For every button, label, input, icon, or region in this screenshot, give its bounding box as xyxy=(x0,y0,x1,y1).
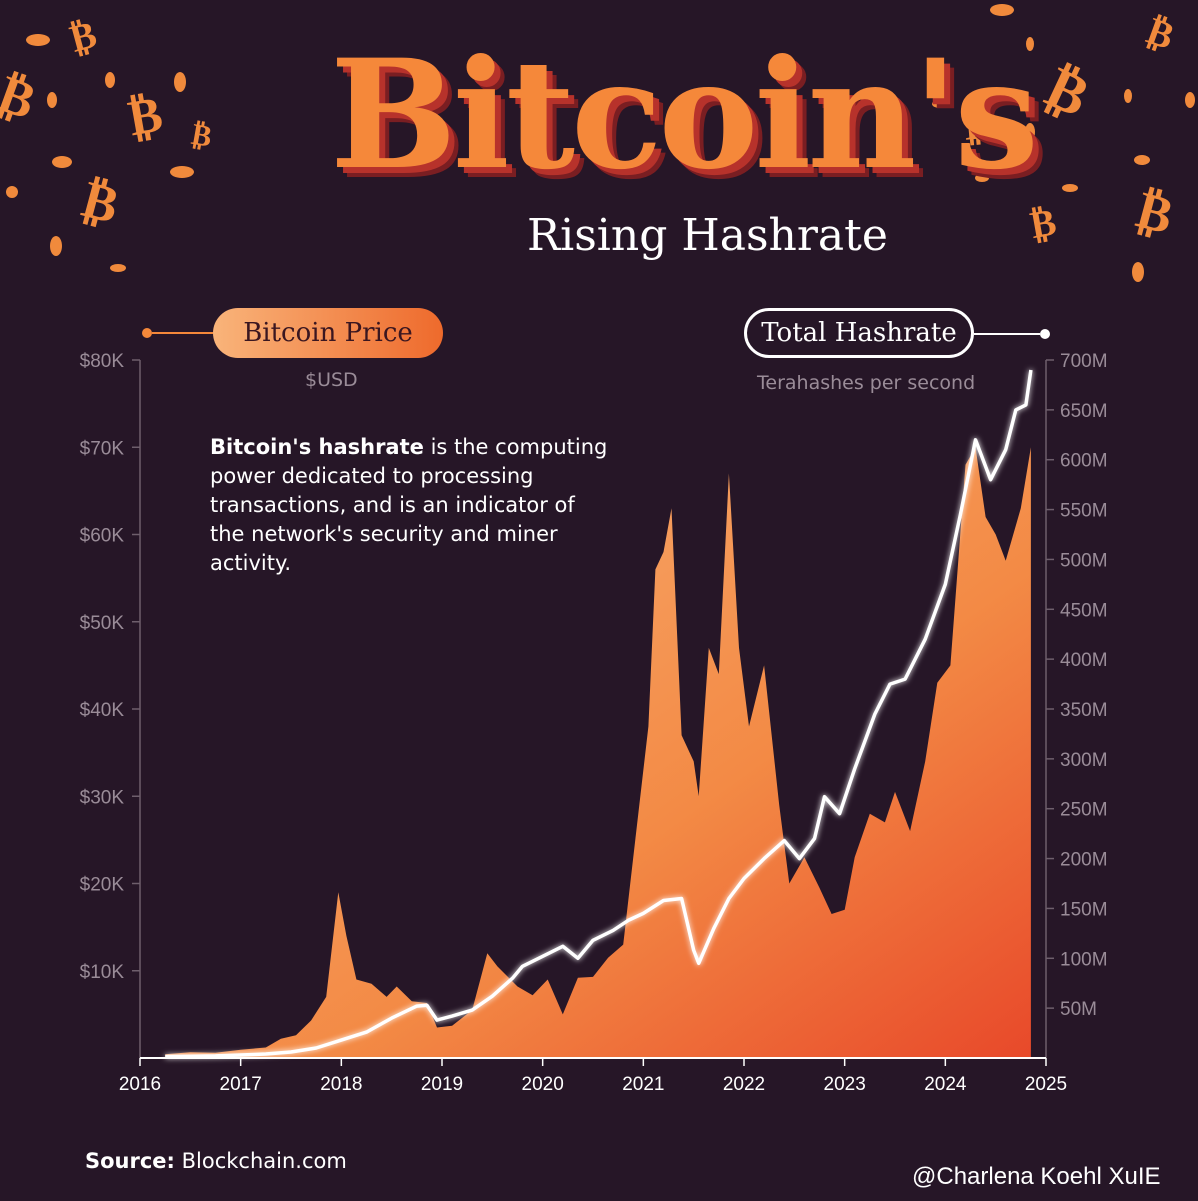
bitcoin-symbol-icon: ₿ xyxy=(962,101,993,150)
coin-icon xyxy=(52,156,72,168)
y-right-tick-label: 700M xyxy=(1060,351,1108,372)
bitcoin-price-legend: Bitcoin Price xyxy=(213,308,443,358)
coin-icon xyxy=(1124,89,1132,103)
y-left-tick-label: $30K xyxy=(80,787,125,808)
coin-icon xyxy=(1132,262,1144,282)
y-left-tick-label: $80K xyxy=(80,351,125,372)
y-right-tick-label: 400M xyxy=(1060,650,1108,671)
price-unit-label: $USD xyxy=(305,369,358,391)
y-right-tick-label: 50M xyxy=(1060,999,1097,1020)
title-area: ₿ ₿ ₿ ₿ ₿ ₿ ₿ ₿ ₿ ₿ Bitcoin's Rising Has… xyxy=(0,0,1198,290)
y-right-tick-label: 200M xyxy=(1060,850,1108,871)
y-left-tick-label: $40K xyxy=(80,700,125,721)
x-tick-label: 2022 xyxy=(723,1074,765,1095)
bitcoin-price-area xyxy=(165,447,1031,1058)
coin-icon xyxy=(105,72,115,88)
hash-legend-dot xyxy=(1040,329,1050,339)
x-tick-label: 2018 xyxy=(320,1074,362,1095)
coin-icon xyxy=(1062,184,1078,192)
watermark: @Charlena Koehl XuIE xyxy=(912,1163,1161,1190)
x-tick-label: 2017 xyxy=(220,1074,262,1095)
hashrate-unit-label: Terahashes per second xyxy=(757,372,976,394)
y-right-tick-label: 600M xyxy=(1060,451,1108,472)
y-right-tick-label: 100M xyxy=(1060,949,1108,970)
price-legend-dot xyxy=(142,328,152,338)
coin-icon xyxy=(47,92,57,108)
page-subtitle: Rising Hashrate xyxy=(527,210,888,261)
y-right-tick-label: 450M xyxy=(1060,600,1108,621)
x-tick-label: 2023 xyxy=(824,1074,866,1095)
coin-icon xyxy=(1134,155,1150,165)
description-text: Bitcoin's hashrate is the computing powe… xyxy=(210,433,610,578)
y-left-tick-label: $70K xyxy=(80,438,125,459)
source-label: Source: xyxy=(85,1149,175,1173)
coin-icon xyxy=(1026,37,1034,51)
coin-icon xyxy=(6,186,18,198)
x-tick-label: 2021 xyxy=(622,1074,664,1095)
y-left-tick-label: $50K xyxy=(80,613,125,634)
x-tick-label: 2025 xyxy=(1025,1074,1067,1095)
y-right-tick-label: 150M xyxy=(1060,899,1108,920)
coin-icon xyxy=(1185,92,1195,108)
y-right-tick-label: 550M xyxy=(1060,501,1108,522)
coin-icon xyxy=(1025,123,1035,141)
coin-icon xyxy=(932,100,948,108)
hashrate-line xyxy=(165,369,1033,1059)
description-rest: is the computing power dedicated to proc… xyxy=(210,435,608,575)
page-title: Bitcoin's xyxy=(330,27,1039,203)
coin-icon xyxy=(990,4,1014,16)
total-hashrate-legend: Total Hashrate xyxy=(744,308,974,358)
falling-coins-decoration: ₿ ₿ ₿ ₿ ₿ ₿ ₿ ₿ ₿ ₿ xyxy=(0,4,1195,282)
x-tick-label: 2016 xyxy=(119,1074,161,1095)
source-value: Blockchain.com xyxy=(181,1149,347,1173)
coin-icon xyxy=(174,72,186,92)
y-right-tick-label: 350M xyxy=(1060,700,1108,721)
legend-connectors xyxy=(142,328,1050,339)
description-bold: Bitcoin's hashrate xyxy=(210,435,424,459)
coin-icon xyxy=(110,264,126,272)
coin-icon xyxy=(50,236,62,256)
y-left-tick-label: $20K xyxy=(80,875,125,896)
y-right-tick-label: 500M xyxy=(1060,550,1108,571)
coin-icon xyxy=(26,34,50,46)
y-left-tick-label: $10K xyxy=(80,962,125,983)
x-tick-label: 2024 xyxy=(924,1074,967,1095)
coin-icon xyxy=(975,174,989,182)
y-right-tick-label: 300M xyxy=(1060,750,1108,771)
y-right-tick-label: 250M xyxy=(1060,800,1108,821)
y-left-tick-label: $60K xyxy=(80,526,125,547)
x-tick-label: 2020 xyxy=(522,1074,564,1095)
y-right-tick-label: 650M xyxy=(1060,401,1108,422)
x-tick-label: 2019 xyxy=(421,1074,463,1095)
coin-icon xyxy=(170,166,194,178)
source-note: Source: Blockchain.com xyxy=(85,1149,347,1173)
